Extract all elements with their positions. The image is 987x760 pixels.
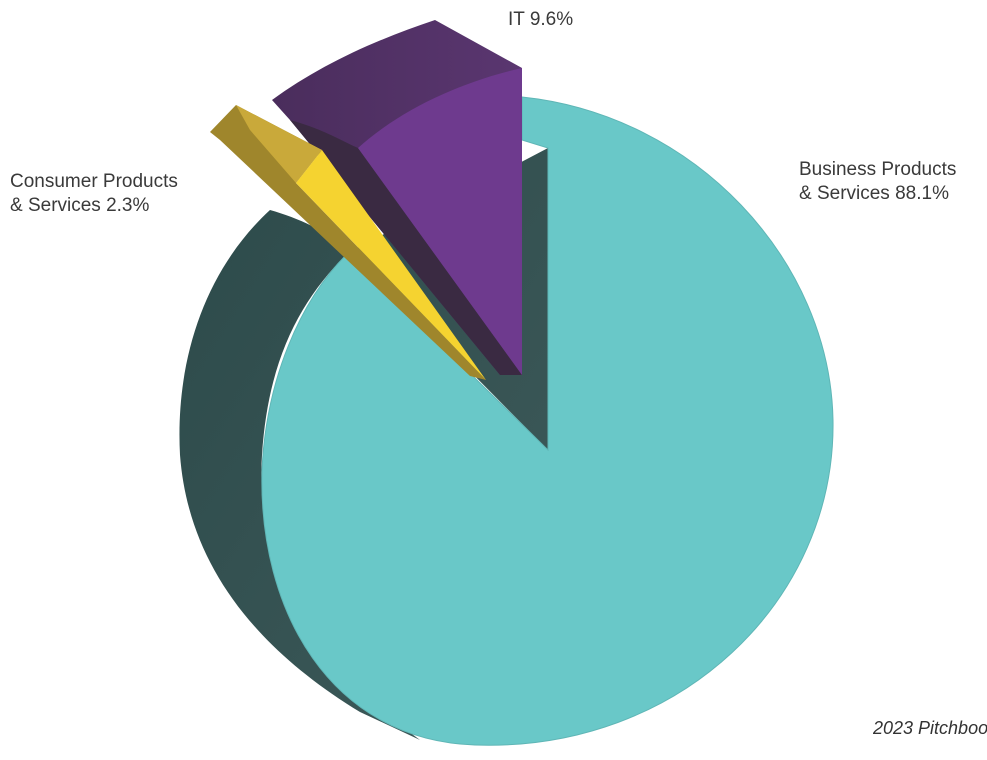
slice-label-consumer-line-2: & Services 2.3% xyxy=(10,195,150,216)
slice-label-business-line-1: Business Products xyxy=(799,159,957,180)
slice-label-business: Business Products & Services 88.1% xyxy=(799,158,956,206)
slice-label-it-line-1: IT 9.6% xyxy=(508,9,574,30)
slice-label-it: IT 9.6% xyxy=(508,8,573,32)
pie-slice-consumer-side-light xyxy=(236,105,322,183)
pie-slice-business-top xyxy=(261,96,834,746)
pie-slice-it-side-inner xyxy=(290,120,522,375)
slice-label-consumer: Consumer Products & Services 2.3% xyxy=(10,170,178,218)
pie-slice-consumer-side xyxy=(210,105,486,380)
source-footnote: 2023 Pitchbook xyxy=(873,718,987,738)
pie-slice-it-top xyxy=(358,68,522,375)
slice-label-consumer-line-1: Consumer Products xyxy=(10,171,178,192)
slice-label-business-line-2: & Services 88.1% xyxy=(799,183,949,204)
pie-slice-consumer-top xyxy=(296,150,486,380)
